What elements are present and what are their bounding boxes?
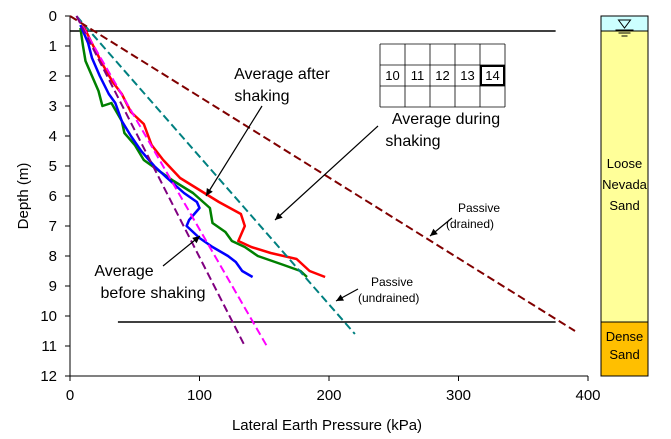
y-tick-label: 7 [49,218,57,235]
y-tick-label: 9 [49,278,57,295]
y-tick-label: 2 [49,68,57,85]
series-line-1 [81,24,326,279]
y-tick-label: 4 [49,128,57,145]
annotation-after-line1: Average after [234,66,330,83]
arrow-after [205,105,263,197]
arrow-passive-drained-head [430,228,438,236]
annotation-during-line2: shaking [385,133,440,150]
inset-grid-label: 10 [385,68,399,83]
annotation-passive-undrained-line1: Passive [371,275,413,289]
soil-label-dense: Sand [609,347,639,362]
arrow-before-head [192,236,200,244]
x-axis-label: Lateral Earth Pressure (kPa) [232,417,422,434]
y-tick-label: 8 [49,248,57,265]
inset-grid-label: 11 [411,68,425,83]
y-tick-label: 11 [41,338,57,355]
annotation-passive-undrained-line2: (undrained) [358,291,419,305]
x-tick-label: 300 [446,387,471,404]
y-tick-label: 5 [49,158,57,175]
soil-label-loose: Nevada [602,177,648,192]
annotation-during-line1: Average during [392,111,500,128]
water-layer [600,15,649,32]
inset-grid-label: 14 [485,68,499,83]
soil-label-loose: Sand [609,198,639,213]
y-tick-label: 3 [49,98,57,115]
annotation-before-line1: Average [94,263,153,280]
annotation-passive-drained-line2: (drained) [446,217,494,231]
inset-grid-label: 13 [460,68,474,83]
soil-label-loose: Loose [607,156,642,171]
y-tick-label: 12 [40,368,57,385]
y-tick-label: 1 [49,38,57,55]
arrow-before [162,235,201,267]
series-line-5 [69,15,576,332]
series-line-4 [75,15,356,335]
soil-layer-2 [600,321,649,377]
arrow-passive-undrained-head [336,294,344,301]
series-line-3 [79,24,254,279]
series-line-7 [75,15,246,347]
annotation-passive-drained-line1: Passive [458,201,500,215]
x-tick-label: 0 [66,387,74,404]
inset-grid-label: 12 [435,68,449,83]
water-table-icon [617,19,632,29]
arrow-after-head [206,188,213,196]
highlighted-cell [480,65,505,86]
y-axis-label: Depth (m) [15,163,32,230]
y-tick-label: 6 [49,188,57,205]
soil-label-dense: Dense [606,329,644,344]
x-tick-label: 400 [575,387,600,404]
series-line-6 [75,15,268,347]
annotation-before-line2: before shaking [101,285,206,302]
y-tick-label: 10 [40,308,57,325]
soil-column: Loose Nevada Sand Dense Sand [600,15,649,377]
soil-layer-1 [600,15,649,323]
x-tick-label: 200 [316,387,341,404]
arrow-during [274,125,379,221]
inset-grid: 10 11 12 13 14 [379,43,506,108]
x-tick-label: 100 [187,387,212,404]
arrow-during-head [275,212,283,220]
y-tick-label: 0 [49,8,57,25]
annotation-after-line2: shaking [234,88,289,105]
